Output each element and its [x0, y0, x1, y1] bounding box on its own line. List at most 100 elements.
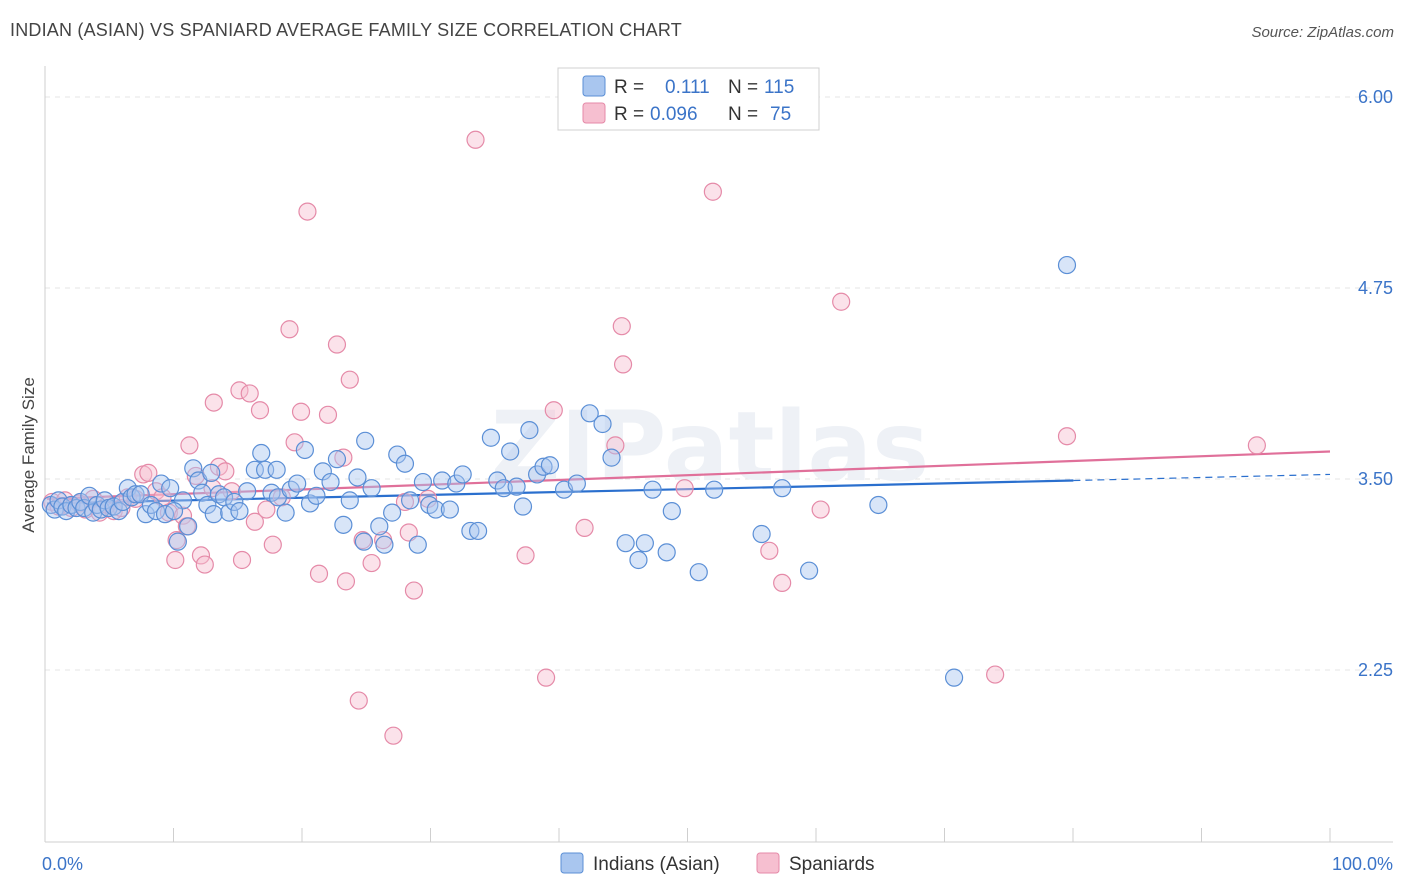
point-spaniards [139, 463, 158, 482]
y-tick-label: 6.00 [1358, 87, 1393, 107]
point-indians [468, 521, 488, 541]
point-indians [507, 477, 526, 496]
trend-line-indians-extension [1073, 473, 1331, 482]
point-indians [752, 524, 771, 544]
y-axis-label: Average Family Size [19, 377, 38, 533]
point-spaniards [986, 665, 1005, 684]
point-spaniards [232, 550, 252, 570]
point-spaniards [263, 535, 282, 554]
point-indians [426, 500, 445, 519]
trend-line-indians [46, 479, 1074, 505]
point-indians [520, 421, 539, 440]
point-indians [230, 501, 249, 521]
legend-n-label: N = [728, 77, 758, 98]
point-indians [209, 485, 229, 504]
tick-labels: 2.25 3.50 4.75 6.00 0.0% 100.0% [42, 87, 1393, 874]
point-indians [528, 465, 547, 484]
point-spaniards [811, 500, 830, 519]
point-indians [245, 460, 264, 479]
point-spaniards [516, 546, 535, 565]
legend-r-label: R = [614, 77, 644, 98]
point-spaniards [362, 553, 381, 573]
point-indians [395, 454, 415, 473]
point-indians [161, 479, 180, 498]
point-indians [126, 485, 145, 504]
x-tick-label: 0.0% [42, 854, 83, 874]
chart-title: INDIAN (ASIAN) VS SPANIARD AVERAGE FAMIL… [10, 20, 682, 40]
point-indians [276, 503, 295, 522]
legend-n-value: 75 [770, 104, 791, 125]
gridlines [45, 96, 1393, 671]
point-spaniards [404, 581, 424, 600]
legend-n-label: N = [728, 104, 758, 125]
point-spaniards [466, 130, 485, 149]
point-spaniards [1057, 427, 1077, 446]
point-spaniards [309, 564, 329, 583]
point-indians [513, 497, 533, 516]
point-indians [348, 468, 367, 487]
point-spaniards [349, 691, 368, 710]
point-indians [152, 474, 171, 493]
point-spaniards [703, 182, 722, 201]
point-indians [567, 474, 586, 493]
point-indians [370, 517, 389, 536]
point-spaniards [613, 355, 633, 374]
point-spaniards [245, 512, 264, 531]
point-indians [616, 534, 635, 553]
point-indians [198, 495, 217, 515]
point-spaniards [191, 546, 211, 565]
point-spaniards [832, 292, 851, 311]
point-spaniards [399, 523, 418, 542]
point-indians [327, 450, 347, 469]
point-indians [354, 532, 374, 551]
point-spaniards [285, 433, 304, 452]
legend-r-value: 0.111 [665, 77, 710, 98]
legend-label-indians: Indians (Asian) [593, 854, 720, 875]
point-indians [321, 472, 340, 492]
legend-n-value: 115 [764, 77, 794, 98]
legend-label-spaniards: Spaniards [789, 854, 875, 875]
stats-legend: R = 0.111 N = 115 R = 0.096 N = 75 [557, 67, 820, 131]
point-indians [362, 479, 381, 498]
point-indians [136, 505, 155, 524]
point-indians [288, 474, 307, 493]
point-spaniards [327, 335, 347, 354]
point-indians [202, 463, 221, 482]
point-indians [356, 431, 375, 450]
point-indians [800, 561, 819, 580]
point-indians [602, 448, 621, 467]
point-indians [1057, 255, 1077, 275]
point-indians [109, 501, 128, 521]
point-indians [300, 494, 320, 513]
point-spaniards [612, 317, 631, 336]
point-indians [334, 515, 353, 534]
point-indians [501, 442, 520, 461]
point-spaniards [298, 202, 317, 221]
point-indians [383, 503, 402, 522]
point-indians [295, 440, 314, 460]
point-indians [773, 479, 792, 498]
point-spaniards [384, 726, 403, 745]
point-spaniards [216, 462, 235, 481]
point-spaniards [230, 381, 249, 400]
trend-line-spaniards [46, 450, 1331, 500]
point-indians [400, 491, 420, 510]
point-indians [481, 428, 501, 447]
point-spaniards [675, 479, 694, 498]
point-indians [375, 535, 394, 554]
point-spaniards [240, 384, 259, 403]
point-spaniards [180, 436, 199, 455]
point-indians [447, 474, 466, 493]
point-indians [388, 445, 407, 464]
axes [44, 66, 1393, 843]
point-indians [307, 486, 326, 505]
point-spaniards [334, 448, 353, 467]
legend-swatch-blue [582, 75, 606, 97]
point-spaniards [544, 401, 563, 420]
point-indians [267, 460, 286, 479]
point-spaniards [1247, 436, 1266, 455]
point-spaniards [340, 370, 359, 389]
point-spaniards [318, 405, 338, 424]
point-indians [453, 465, 472, 484]
